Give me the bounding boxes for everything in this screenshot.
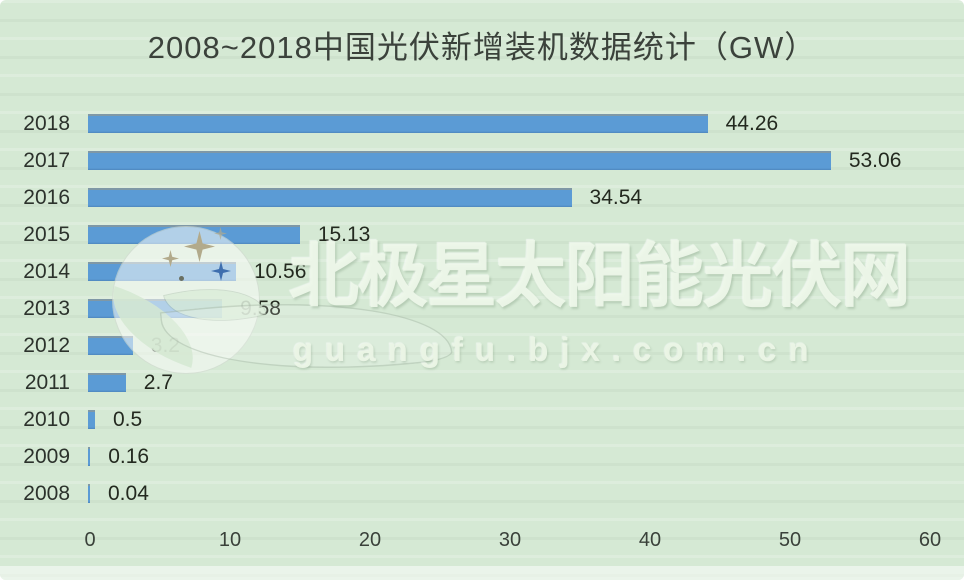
bar-2012: [88, 336, 133, 355]
bottom-light-strip: [0, 566, 964, 580]
bar-row: 2017 53.06: [0, 142, 964, 179]
x-tick-label: 30: [498, 529, 522, 551]
x-tick-label: 60: [918, 529, 942, 551]
value-label: 34.54: [589, 185, 643, 209]
value-label: 44.26: [725, 111, 779, 135]
bar-2011: [88, 373, 126, 392]
bar-track: 53.06: [88, 142, 928, 179]
year-label: 2014: [23, 259, 70, 283]
bar-row: 2018 44.26: [0, 105, 964, 142]
bar-track: 0.04: [88, 475, 928, 512]
bar-2009: [88, 447, 91, 466]
x-tick-label: 20: [358, 529, 382, 551]
year-label: 2009: [23, 444, 70, 468]
watermark-url-text: guangfu.bjx.com.cn: [293, 331, 821, 368]
year-label: 2008: [23, 481, 70, 505]
bar-2010: [88, 410, 95, 429]
value-label: 2.7: [143, 370, 173, 394]
x-axis: 0 10 20 30 40 50 60: [0, 529, 964, 559]
bar-row: 2010 0.5: [0, 401, 964, 438]
value-label: 0.5: [113, 407, 143, 431]
bar-2018: [88, 114, 708, 133]
x-tick-label: 10: [218, 529, 242, 551]
bar-row: 2009 0.16: [0, 438, 964, 475]
value-label: 53.06: [848, 148, 902, 172]
chart-title: 2008~2018中国光伏新增装机数据统计（GW）: [147, 30, 817, 65]
year-label: 2012: [23, 333, 70, 357]
bar-row: 2008 0.04: [0, 475, 964, 512]
x-tick-label: 0: [84, 529, 96, 551]
year-label: 2017: [23, 148, 70, 172]
bar-2008: [88, 484, 90, 503]
year-label: 2015: [23, 222, 70, 246]
bar-track: 0.16: [88, 438, 928, 475]
x-tick-label: 50: [778, 529, 802, 551]
year-label: 2016: [23, 185, 70, 209]
watermark-chinese-text: 北极星太阳能光伏网: [289, 237, 911, 315]
polaris-moon-star-logo: [98, 226, 266, 374]
bar-row: 2011 2.7: [0, 364, 964, 401]
value-label: 0.16: [108, 444, 150, 468]
star-dot-icon: [179, 276, 184, 281]
bar-track: 2.7: [88, 364, 928, 401]
x-tick-label: 40: [638, 529, 662, 551]
year-label: 2011: [24, 370, 70, 394]
value-label: 15.13: [317, 222, 371, 246]
bar-2016: [88, 188, 572, 207]
bar-row: 2016 34.54: [0, 179, 964, 216]
year-label: 2018: [23, 111, 70, 135]
value-label: 0.04: [108, 481, 149, 505]
bar-track: 34.54: [88, 179, 928, 216]
bar-2017: [88, 151, 831, 170]
year-label: 2013: [23, 296, 70, 320]
bar-track: 0.5: [88, 401, 928, 438]
value-label: 10.56: [253, 259, 307, 283]
year-label: 2010: [23, 407, 70, 431]
bar-track: 44.26: [88, 105, 928, 142]
